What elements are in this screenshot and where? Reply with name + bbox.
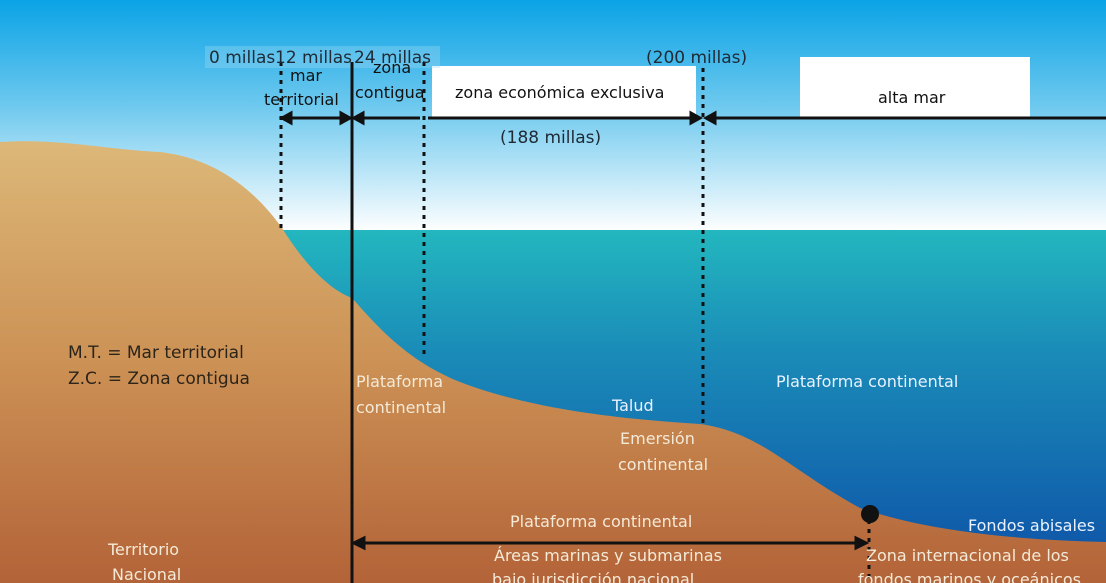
alta-mar-box (800, 57, 1030, 117)
areas-line1: Áreas marinas y submarinas (494, 546, 722, 565)
plataforma-right: Plataforma continental (776, 372, 959, 391)
white-label-boxes (205, 46, 1030, 118)
territorio-line2: Nacional (112, 565, 182, 583)
emersion-line1: Emersión (620, 429, 695, 448)
boundary-lines (279, 62, 871, 583)
land-and-seabed (0, 141, 1106, 583)
label-24-millas: 24 millas (354, 48, 432, 68)
top-arrows (278, 110, 1106, 126)
fondos-abisales: Fondos abisales (968, 516, 1096, 535)
zone-alta-mar: alta mar (878, 88, 946, 107)
zone-contigua-line2: contigua (355, 83, 425, 102)
plataforma-left-line1: Plataforma (356, 372, 444, 391)
label-200-millas: (200 millas) (646, 48, 748, 68)
top-axis-box (205, 46, 440, 68)
legend-zc: Z.C. = Zona contigua (68, 369, 250, 389)
zone-zee: zona económica exclusiva (455, 83, 665, 102)
zone-mar-territorial-line1: mar (290, 66, 322, 85)
label-0-millas: 0 millas (209, 48, 276, 68)
zona-internacional-line2: fondos marinos y oceánicos (858, 570, 1081, 583)
zone-mar-territorial-line2: territorial (264, 90, 339, 109)
emersion-line2: continental (618, 455, 709, 474)
bottom-arrow (350, 535, 870, 551)
zone-contigua-line1: zona (373, 58, 412, 77)
label-12-millas: 12 millas (275, 48, 353, 68)
plataforma-bottom: Plataforma continental (510, 512, 693, 531)
talud-label: Talud (612, 396, 654, 415)
legend-mt: M.T. = Mar territorial (68, 343, 244, 363)
territorio-line1: Territorio (108, 540, 180, 559)
areas-line2: bajo jurisdicción nacional (492, 570, 695, 583)
plataforma-left-line2: continental (356, 398, 447, 417)
label-188-millas: (188 millas) (500, 128, 602, 148)
zee-box (432, 66, 696, 118)
zona-internacional-line1: Zona internacional de los (866, 546, 1069, 565)
international-marker-dot (861, 505, 879, 523)
